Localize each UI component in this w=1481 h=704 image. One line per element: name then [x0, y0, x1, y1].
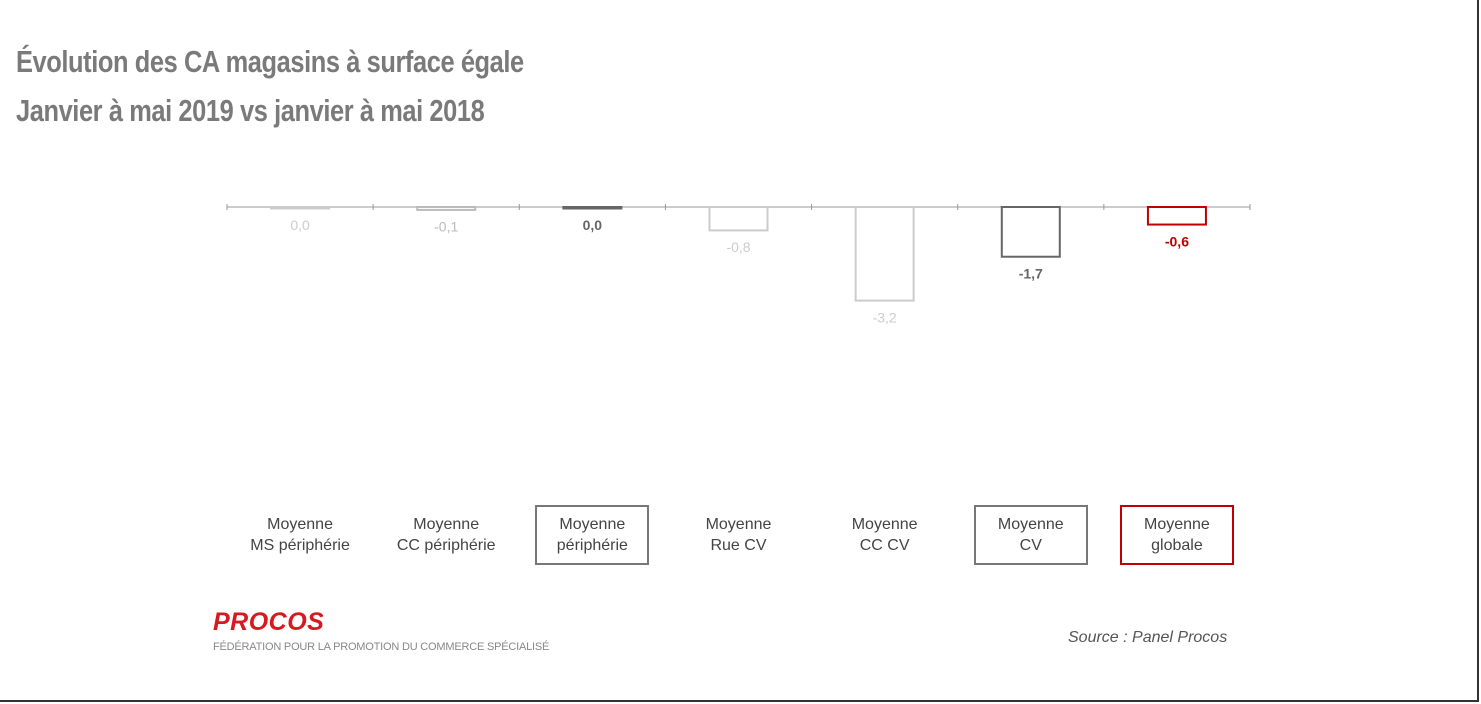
chart-subtitle: Janvier à mai 2019 vs janvier à mai 2018: [16, 93, 485, 128]
source: Source : Panel Procos: [1068, 629, 1228, 646]
x-tick-label: Moyenne globale: [1119, 505, 1234, 565]
bar: [416, 206, 477, 211]
chart-title: Évolution des CA magasins à surface égal…: [16, 44, 524, 79]
value-label: 0,0: [290, 217, 310, 233]
value-label: -0,1: [434, 219, 458, 235]
value-label: -0,6: [1165, 233, 1189, 249]
bar: [562, 206, 623, 210]
x-tick-label: Moyenne CV: [973, 505, 1088, 565]
bar: [1000, 206, 1061, 258]
value-label: 0,0: [583, 217, 603, 233]
x-tick-label: Moyenne MS périphérie: [250, 516, 350, 554]
value-label: -0,8: [726, 239, 750, 255]
x-tick-label: Moyenne CC périphérie: [396, 516, 496, 554]
bar: [270, 206, 331, 210]
bar: [708, 206, 769, 232]
logo: PROCOS: [213, 608, 325, 636]
x-tick-label: Moyenne Rue CV: [705, 516, 772, 554]
value-label: -3,2: [873, 309, 897, 325]
bar: [854, 206, 915, 302]
x-tick-label: Moyenne CC CV: [851, 516, 918, 554]
bar: [1146, 206, 1207, 226]
x-tick-label: Moyenne périphérie: [535, 505, 650, 565]
value-label: -1,7: [1019, 265, 1043, 281]
logo-subtitle: FÉDÉRATION POUR LA PROMOTION DU COMMERCE…: [213, 641, 550, 653]
